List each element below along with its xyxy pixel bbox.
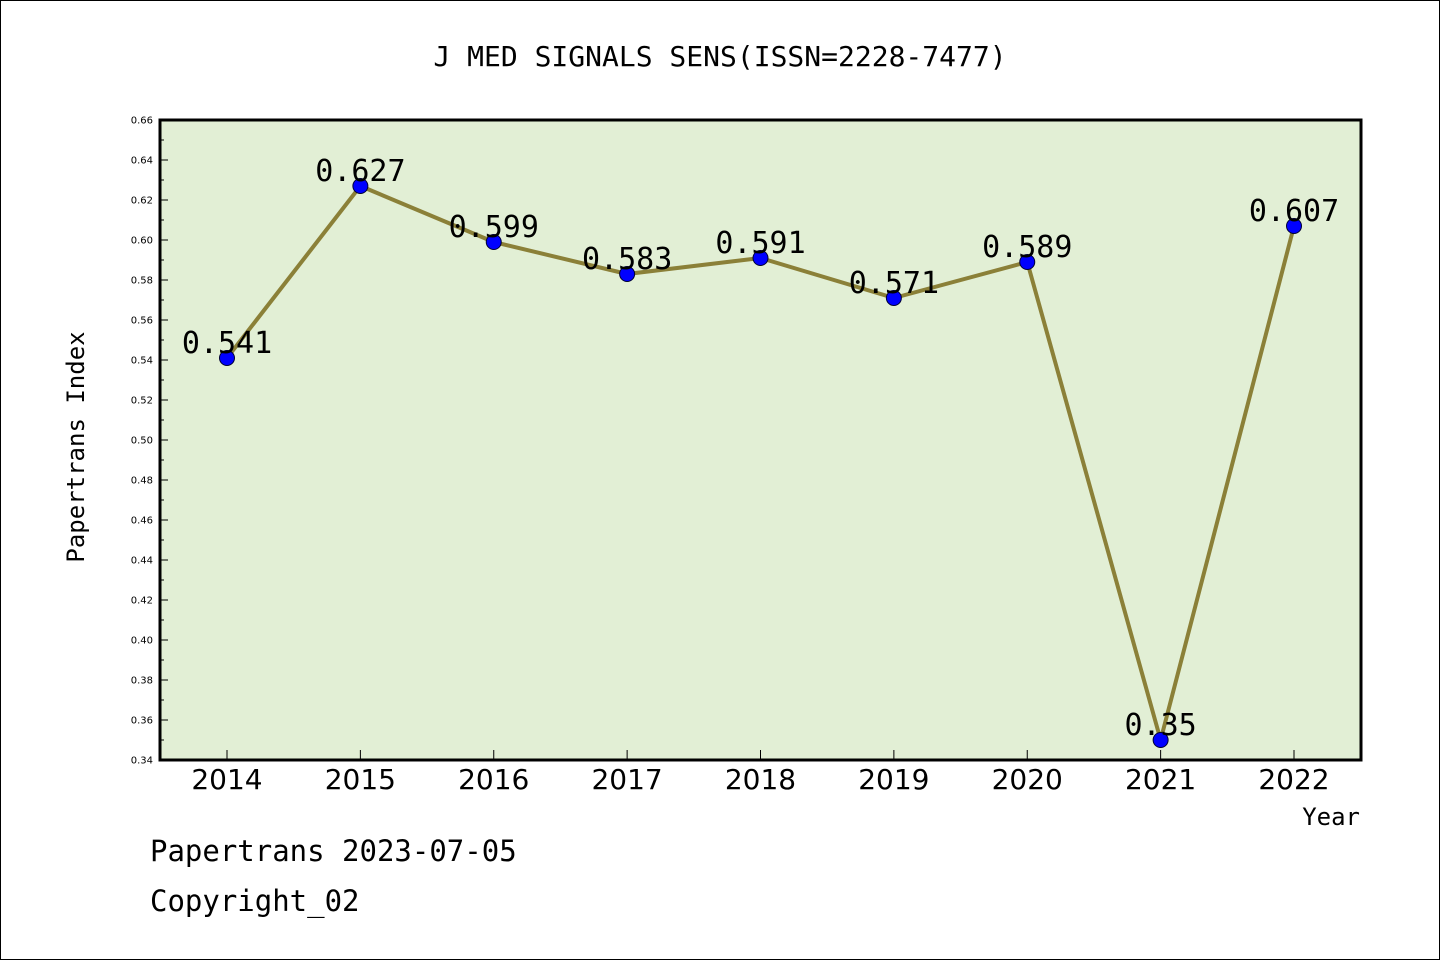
data-point-marker (219, 350, 235, 366)
y-tick-label: 0.66 (131, 116, 153, 127)
data-point-marker (752, 250, 769, 266)
data-point-marker (1019, 254, 1036, 270)
x-tick-label: 2017 (591, 763, 662, 796)
x-tick-label: 2020 (992, 763, 1063, 796)
data-point-marker (1286, 218, 1302, 234)
data-point-marker (352, 178, 369, 194)
y-tick-label: 0.58 (131, 276, 153, 287)
data-point-marker (1152, 732, 1169, 748)
y-tick-label: 0.40 (131, 636, 153, 647)
footer-date: Papertrans 2023-07-05 (150, 834, 517, 868)
y-tick-label: 0.42 (131, 596, 153, 607)
plot-area (158, 118, 1363, 762)
y-tick-label: 0.46 (131, 516, 153, 527)
x-tick-label: 2022 (1258, 763, 1329, 796)
data-label: 0.541 (182, 326, 272, 361)
data-point-marker (485, 234, 502, 250)
x-tick-label: 2015 (325, 763, 396, 796)
data-label: 0.607 (1249, 194, 1339, 229)
data-label: 0.599 (449, 210, 539, 245)
x-axis-label: Year (1302, 803, 1360, 831)
x-tick-label: 2016 (458, 763, 529, 796)
data-point-marker (885, 290, 902, 306)
data-label: 0.591 (715, 226, 805, 261)
x-tick-label: 2021 (1125, 763, 1196, 796)
y-tick-label: 0.52 (131, 396, 153, 407)
x-tick-label: 2018 (725, 763, 796, 796)
y-tick-label: 0.56 (131, 316, 153, 327)
y-tick-label: 0.36 (131, 716, 153, 727)
footer-copyright: Copyright_02 (150, 884, 360, 918)
y-tick-label: 0.62 (131, 196, 153, 207)
y-tick-label: 0.60 (131, 236, 153, 247)
data-point-marker (619, 266, 636, 282)
y-tick-label: 0.48 (131, 476, 153, 487)
data-label: 0.35 (1125, 708, 1197, 743)
y-tick-label: 0.44 (131, 556, 153, 567)
data-label: 0.571 (849, 266, 939, 301)
y-axis-label: Papertrans Index (62, 331, 90, 562)
x-tick-label: 2019 (858, 763, 929, 796)
y-tick-label: 0.64 (131, 156, 153, 167)
y-tick-label: 0.34 (131, 756, 153, 767)
series-line-group (219, 178, 1302, 748)
data-label: 0.627 (315, 154, 405, 189)
x-axis: 2014 2015 2016 2017 2018 2019 2020 2021 2022 (191, 750, 1330, 796)
y-axis: 0.34 0.36 0.38 0.40 0.42 0.44 0.46 0.48 0.50 0.52… (131, 116, 168, 767)
chart-title: J MED SIGNALS SENS(ISSN=2228-7477) (433, 40, 1006, 73)
data-label: 0.589 (982, 230, 1072, 265)
data-labels: 0.541 0.627 0.599 0.583 0.591 0.571 0.589 0.35 0… (182, 154, 1339, 743)
x-tick-label: 2014 (191, 763, 262, 796)
y-tick-label: 0.54 (131, 356, 153, 367)
y-tick-label: 0.38 (131, 676, 153, 687)
data-label: 0.583 (582, 242, 672, 277)
y-tick-label: 0.50 (131, 436, 153, 447)
